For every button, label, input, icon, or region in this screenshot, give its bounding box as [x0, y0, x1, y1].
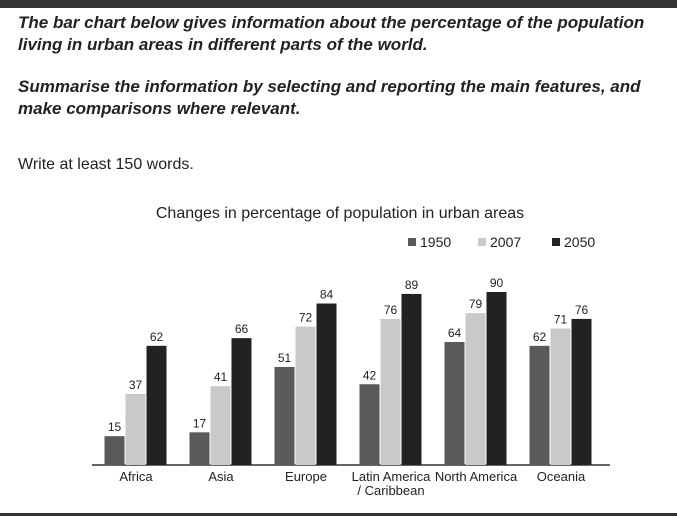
legend-label: 1950: [420, 234, 451, 250]
value-label: 76: [384, 303, 398, 317]
value-label: 79: [469, 297, 483, 311]
bar: [380, 318, 401, 465]
value-label: 17: [193, 416, 207, 430]
value-label: 66: [235, 322, 249, 336]
value-label: 37: [129, 378, 143, 392]
chart-title: Changes in percentage of population in u…: [156, 205, 524, 222]
value-label: 15: [108, 420, 122, 434]
x-tick-label: Europe: [285, 469, 327, 484]
bottom-bar: [0, 513, 677, 516]
value-label: 76: [575, 303, 589, 317]
bar: [295, 326, 316, 465]
legend-swatch: [478, 238, 486, 246]
bar: [359, 384, 380, 465]
value-label: 41: [214, 370, 228, 384]
value-label: 64: [448, 326, 462, 340]
bar: [550, 328, 571, 465]
legend-label: 2050: [564, 234, 595, 250]
x-tick-label: Oceania: [536, 469, 586, 484]
value-label: 62: [533, 330, 547, 344]
value-label: 84: [320, 288, 334, 302]
legend-swatch: [408, 238, 416, 246]
bar: [231, 338, 252, 465]
value-label: 51: [278, 351, 292, 365]
value-label: 90: [490, 276, 504, 290]
bar: [125, 393, 146, 465]
bar: [529, 345, 550, 465]
bar: [146, 345, 167, 465]
legend-label: 2007: [490, 234, 521, 250]
bar: [571, 318, 592, 465]
x-tick-label: Africa: [119, 469, 153, 484]
x-tick-label: North America: [434, 469, 518, 484]
bar: [444, 341, 465, 465]
top-bar: [0, 0, 677, 8]
instruction-text: Summarise the information by selecting a…: [18, 77, 641, 118]
legend-swatch: [552, 238, 560, 246]
bar: [465, 313, 486, 465]
value-label: 71: [554, 313, 568, 327]
word-count: Write at least 150 words.: [18, 156, 194, 173]
bar: [104, 436, 125, 465]
value-label: 42: [363, 368, 377, 382]
x-tick-label: Asia: [208, 469, 234, 484]
bar: [210, 386, 231, 465]
value-label: 62: [150, 330, 164, 344]
value-label: 89: [405, 278, 419, 292]
task-text: The bar chart below gives information ab…: [18, 13, 645, 54]
bar: [486, 292, 507, 465]
bar: [316, 303, 337, 465]
x-tick-label: Latin America / Caribbean: [351, 469, 431, 498]
value-label: 72: [299, 311, 313, 325]
bar: [274, 366, 295, 465]
bar: [401, 293, 422, 465]
bar: [189, 432, 210, 465]
